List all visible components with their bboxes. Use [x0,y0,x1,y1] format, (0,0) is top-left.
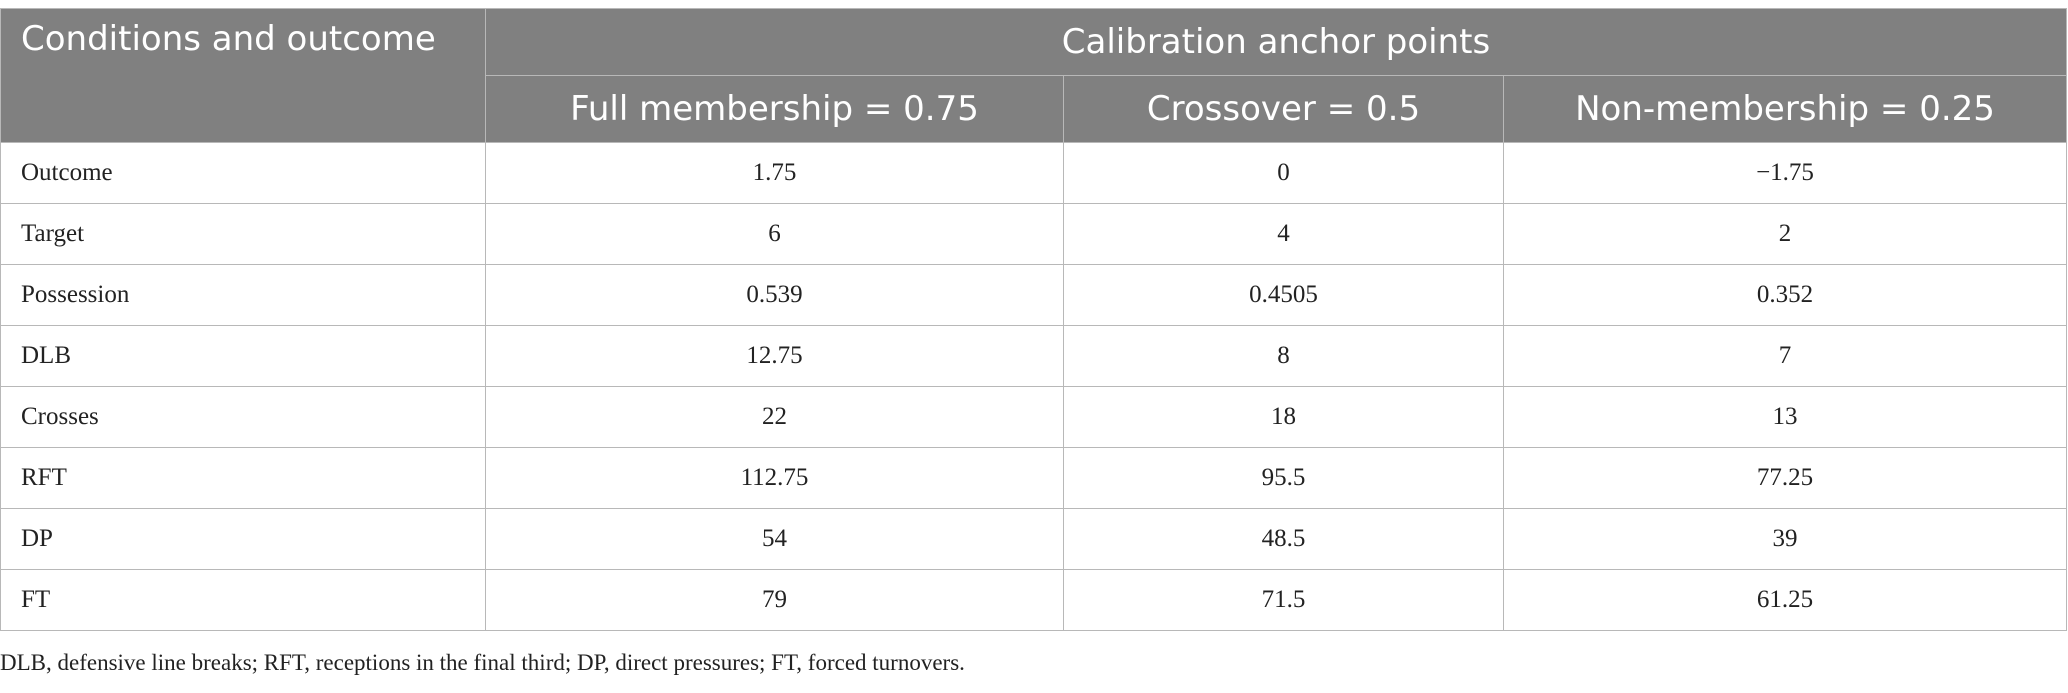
cell-full-membership: 22 [485,386,1064,448]
cell-full-membership: 112.75 [485,447,1064,509]
header-row-columns: Full membership = 0.75 Crossover = 0.5 N… [1,75,2068,143]
header-conditions-outcome: Conditions and outcome [0,8,486,143]
table-header: Conditions and outcome Calibration ancho… [0,8,2068,143]
table-row: RFT 112.75 95.5 77.25 [0,447,2068,509]
calibration-table-container: Conditions and outcome Calibration ancho… [0,8,2068,631]
cell-non-membership: 61.25 [1502,569,2068,631]
cell-non-membership: 0.352 [1502,264,2068,326]
cell-non-membership: 13 [1502,386,2068,448]
cell-full-membership: 1.75 [485,142,1064,204]
cell-non-membership: 39 [1502,508,2068,570]
cell-full-membership: 12.75 [485,325,1064,387]
cell-crossover: 71.5 [1063,569,1504,631]
header-row-group: Conditions and outcome Calibration ancho… [0,8,2068,143]
header-full-membership: Full membership = 0.75 [485,75,1064,143]
header-crossover: Crossover = 0.5 [1063,75,1504,143]
cell-crossover: 0 [1063,142,1504,204]
table-footnote: DLB, defensive line breaks; RFT, recepti… [0,650,965,675]
cell-non-membership: −1.75 [1502,142,2068,204]
table-row: Possession 0.539 0.4505 0.352 [0,264,2068,326]
calibration-table: Conditions and outcome Calibration ancho… [0,8,2068,631]
cell-crossover: 8 [1063,325,1504,387]
row-label: DP [0,508,486,570]
row-label: DLB [0,325,486,387]
row-label: Target [0,203,486,265]
cell-non-membership: 77.25 [1502,447,2068,509]
cell-crossover: 4 [1063,203,1504,265]
row-label: FT [0,569,486,631]
cell-full-membership: 79 [485,569,1064,631]
row-label: Possession [0,264,486,326]
table-row: Target 6 4 2 [0,203,2068,265]
table-row: FT 79 71.5 61.25 [0,569,2068,631]
cell-crossover: 48.5 [1063,508,1504,570]
cell-non-membership: 7 [1502,325,2068,387]
cell-full-membership: 6 [485,203,1064,265]
table-body: Outcome 1.75 0 −1.75 Target 6 4 2 Posses… [0,142,2068,631]
cell-full-membership: 54 [485,508,1064,570]
table-row: DLB 12.75 8 7 [0,325,2068,387]
cell-non-membership: 2 [1502,203,2068,265]
row-label: Outcome [0,142,486,204]
table-row: Outcome 1.75 0 −1.75 [0,142,2068,204]
cell-crossover: 0.4505 [1063,264,1504,326]
header-calibration-anchor-points: Calibration anchor points [484,8,2068,76]
table-row: DP 54 48.5 39 [0,508,2068,570]
row-label: Crosses [0,386,486,448]
header-non-membership: Non-membership = 0.25 [1502,75,2068,143]
table-row: Crosses 22 18 13 [0,386,2068,448]
cell-crossover: 95.5 [1063,447,1504,509]
cell-crossover: 18 [1063,386,1504,448]
row-label: RFT [0,447,486,509]
cell-full-membership: 0.539 [485,264,1064,326]
